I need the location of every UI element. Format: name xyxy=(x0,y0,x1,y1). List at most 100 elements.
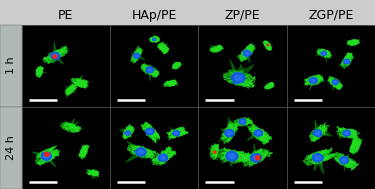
Polygon shape xyxy=(241,120,244,123)
Polygon shape xyxy=(82,152,84,160)
Polygon shape xyxy=(66,86,71,91)
Polygon shape xyxy=(350,42,353,43)
Polygon shape xyxy=(321,51,326,55)
Polygon shape xyxy=(303,150,330,166)
Polygon shape xyxy=(222,124,237,144)
Polygon shape xyxy=(170,127,177,134)
Polygon shape xyxy=(78,82,80,87)
Polygon shape xyxy=(165,83,170,85)
Polygon shape xyxy=(154,39,159,41)
Polygon shape xyxy=(135,148,147,156)
Polygon shape xyxy=(60,122,79,132)
Polygon shape xyxy=(214,148,224,153)
Polygon shape xyxy=(258,132,266,134)
Polygon shape xyxy=(87,170,98,175)
Polygon shape xyxy=(224,154,234,162)
Polygon shape xyxy=(153,149,173,166)
Polygon shape xyxy=(214,46,217,50)
Polygon shape xyxy=(170,83,174,86)
Polygon shape xyxy=(70,89,75,93)
Polygon shape xyxy=(148,70,151,81)
Polygon shape xyxy=(241,53,248,62)
Polygon shape xyxy=(226,151,238,161)
Polygon shape xyxy=(333,153,356,167)
Polygon shape xyxy=(236,65,254,81)
Polygon shape xyxy=(150,39,154,41)
Polygon shape xyxy=(264,86,269,88)
Polygon shape xyxy=(351,142,356,147)
Polygon shape xyxy=(239,119,246,125)
Polygon shape xyxy=(125,131,130,135)
Polygon shape xyxy=(213,151,216,153)
Text: HAp/PE: HAp/PE xyxy=(132,9,177,22)
Text: PE: PE xyxy=(58,9,74,22)
Polygon shape xyxy=(245,53,250,62)
Polygon shape xyxy=(53,55,57,58)
Polygon shape xyxy=(153,39,155,40)
Polygon shape xyxy=(347,40,358,45)
Polygon shape xyxy=(162,41,164,48)
Polygon shape xyxy=(92,173,93,179)
Polygon shape xyxy=(35,148,58,164)
Polygon shape xyxy=(162,43,168,48)
Polygon shape xyxy=(44,154,49,158)
Polygon shape xyxy=(157,155,164,159)
Polygon shape xyxy=(41,152,52,160)
Polygon shape xyxy=(316,53,324,56)
Polygon shape xyxy=(267,45,271,50)
Polygon shape xyxy=(54,55,63,64)
Polygon shape xyxy=(221,154,234,163)
Polygon shape xyxy=(334,81,337,83)
Polygon shape xyxy=(150,37,159,41)
Polygon shape xyxy=(170,79,176,84)
Polygon shape xyxy=(346,132,355,134)
Polygon shape xyxy=(39,153,47,159)
Text: 1 h: 1 h xyxy=(6,57,16,74)
Polygon shape xyxy=(123,127,132,139)
Polygon shape xyxy=(237,121,243,123)
Polygon shape xyxy=(210,45,216,50)
Polygon shape xyxy=(317,50,331,57)
Polygon shape xyxy=(269,84,274,87)
Polygon shape xyxy=(54,42,57,56)
Polygon shape xyxy=(341,60,347,63)
Polygon shape xyxy=(71,78,87,86)
Polygon shape xyxy=(214,148,249,163)
Polygon shape xyxy=(342,155,349,162)
Polygon shape xyxy=(254,130,263,136)
Polygon shape xyxy=(245,52,249,55)
Polygon shape xyxy=(213,152,217,160)
Polygon shape xyxy=(83,146,89,153)
Polygon shape xyxy=(267,43,271,46)
Polygon shape xyxy=(355,146,356,153)
Polygon shape xyxy=(351,40,354,43)
Polygon shape xyxy=(305,76,322,85)
Polygon shape xyxy=(221,129,230,135)
Polygon shape xyxy=(70,89,75,91)
Polygon shape xyxy=(175,132,178,134)
Polygon shape xyxy=(234,64,242,79)
Polygon shape xyxy=(342,159,346,162)
Polygon shape xyxy=(309,124,327,142)
Polygon shape xyxy=(316,157,322,166)
Polygon shape xyxy=(162,150,167,158)
Polygon shape xyxy=(316,132,320,135)
Polygon shape xyxy=(80,150,84,153)
Polygon shape xyxy=(87,170,93,173)
Polygon shape xyxy=(44,49,67,64)
Polygon shape xyxy=(127,141,143,154)
Polygon shape xyxy=(37,67,42,78)
Polygon shape xyxy=(69,119,75,128)
Polygon shape xyxy=(176,132,185,134)
Polygon shape xyxy=(78,75,82,83)
Polygon shape xyxy=(315,156,320,160)
Polygon shape xyxy=(51,52,60,60)
Polygon shape xyxy=(345,60,348,63)
Polygon shape xyxy=(255,156,260,160)
Polygon shape xyxy=(351,139,360,154)
Polygon shape xyxy=(145,69,151,74)
Polygon shape xyxy=(350,42,353,43)
Polygon shape xyxy=(315,120,320,133)
Polygon shape xyxy=(229,154,235,158)
Polygon shape xyxy=(158,154,168,161)
